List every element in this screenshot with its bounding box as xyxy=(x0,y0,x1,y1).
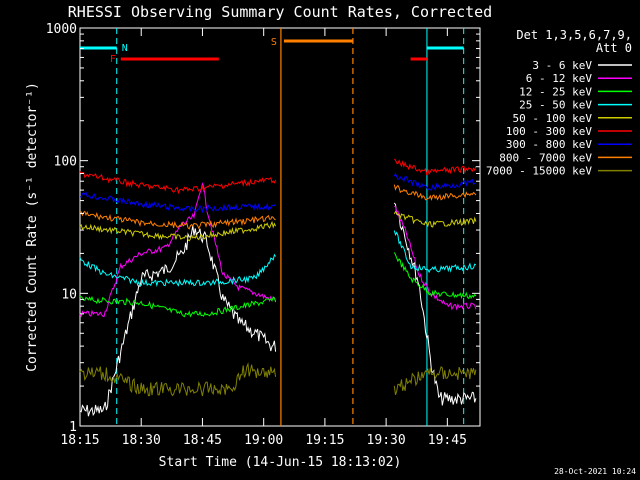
legend-label-6: 300 - 800 keV xyxy=(506,138,592,151)
series-8 xyxy=(79,362,477,397)
series-6 xyxy=(79,172,477,214)
legend-header-1: Det 1,3,5,6,7,9, xyxy=(516,28,632,42)
y-tick-label-1: 10 xyxy=(61,287,77,302)
plot-frame xyxy=(79,27,481,427)
series-4-line-0 xyxy=(79,220,277,242)
series-layer xyxy=(79,158,477,417)
series-0 xyxy=(79,202,477,417)
series-8-line-0 xyxy=(79,362,277,397)
series-1 xyxy=(79,182,477,318)
x-tick-label-4: 19:15 xyxy=(305,433,344,448)
y-tick-label-3: 1000 xyxy=(46,22,77,37)
plot-area xyxy=(79,27,481,427)
series-1-line-0 xyxy=(79,182,277,318)
y-tick-label-2: 100 xyxy=(54,155,77,170)
series-4-line-1 xyxy=(393,210,477,228)
series-2 xyxy=(79,252,477,318)
series-1-line-1 xyxy=(394,205,477,311)
x-tick-label-3: 19:00 xyxy=(244,433,283,448)
legend-label-1: 6 - 12 keV xyxy=(526,72,593,85)
series-3-line-1 xyxy=(393,230,477,274)
x-axis-label: Start Time (14-Jun-15 18:13:02) xyxy=(159,455,402,470)
x-tick-label-5: 19:30 xyxy=(367,433,406,448)
night-label: N xyxy=(122,43,128,54)
series-0-line-0 xyxy=(79,225,277,417)
series-7-line-0 xyxy=(80,210,276,230)
saa-label: S xyxy=(271,37,277,48)
axes: 18:15 18:30 18:45 19:00 19:15 19:30 19:45 1 10 10… xyxy=(46,22,480,448)
series-2-line-1 xyxy=(393,252,477,300)
legend-label-0: 3 - 6 keV xyxy=(532,59,592,72)
chart-title: RHESSI Observing Summary Count Rates, Co… xyxy=(68,3,492,21)
y-tick-label-0: 1 xyxy=(69,420,77,435)
legend-header-2: Att 0 xyxy=(596,41,632,55)
series-5-line-0 xyxy=(79,171,277,195)
annotations: S NF xyxy=(80,28,465,426)
legend-label-8: 7000 - 15000 keV xyxy=(486,165,592,178)
x-tick-label-6: 19:45 xyxy=(428,433,467,448)
legend-label-2: 12 - 25 keV xyxy=(519,85,592,98)
series-6-line-1 xyxy=(393,172,477,192)
legend-label-3: 25 - 50 keV xyxy=(519,99,592,112)
series-3 xyxy=(79,230,477,287)
x-tick-label-0: 18:15 xyxy=(60,433,99,448)
legend-label-4: 50 - 100 keV xyxy=(513,112,593,125)
y-axis-label: Corrected Count Rate (s⁻¹ detector⁻¹) xyxy=(25,82,40,372)
series-8-line-1 xyxy=(393,366,477,395)
series-5 xyxy=(79,158,477,195)
series-7 xyxy=(80,184,477,230)
series-0-line-1 xyxy=(393,202,477,406)
series-6-line-0 xyxy=(79,191,276,214)
series-5-line-1 xyxy=(393,158,477,176)
legend-label-7: 800 - 7000 keV xyxy=(499,151,592,164)
legend-label-5: 100 - 300 keV xyxy=(506,125,592,138)
series-7-line-1 xyxy=(393,184,477,201)
x-tick-label-1: 18:30 xyxy=(122,433,161,448)
timestamp: 28-Oct-2021 10:24 xyxy=(554,467,636,476)
flare-label: F xyxy=(110,54,116,65)
series-4 xyxy=(79,210,477,242)
series-2-line-0 xyxy=(79,295,277,318)
series-3-line-0 xyxy=(79,253,277,287)
x-tick-label-2: 18:45 xyxy=(183,433,222,448)
